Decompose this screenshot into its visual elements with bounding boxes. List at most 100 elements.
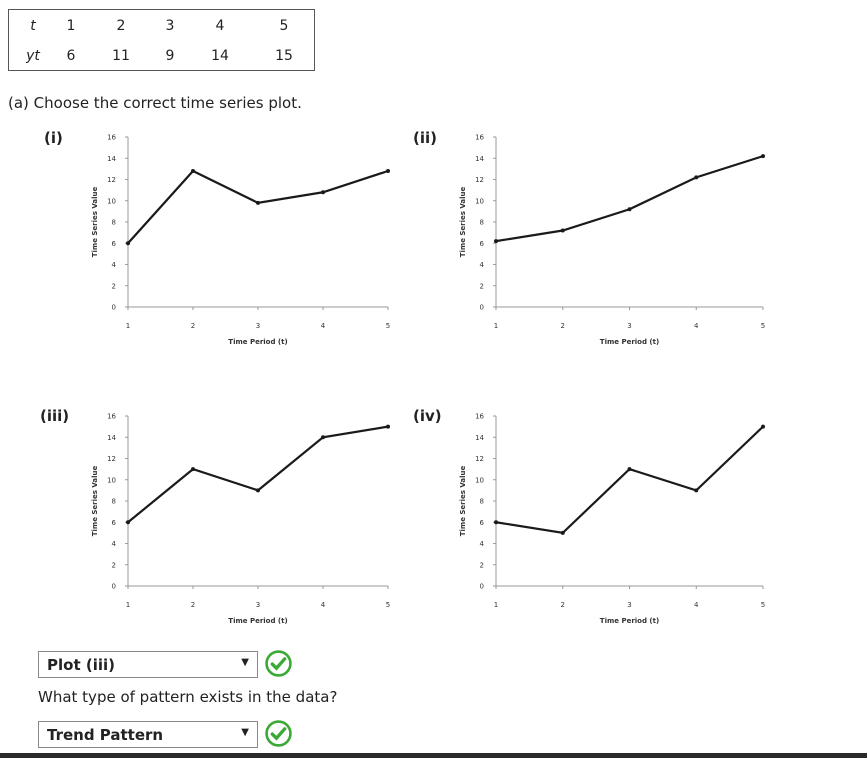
x-tick-label: 3 [627, 322, 631, 330]
pattern-select[interactable]: Trend Pattern ▼ [38, 721, 258, 748]
y-axis-title: Time Series Value [459, 465, 467, 536]
y-tick-label: 10 [107, 197, 116, 205]
t-cell: 2 [116, 18, 126, 34]
data-point [694, 175, 699, 180]
series-line [495, 155, 764, 243]
x-tick-label: 4 [321, 322, 326, 330]
y-tick-label: 6 [480, 519, 485, 527]
y-tick-label: 6 [112, 240, 117, 248]
series-line [495, 425, 764, 535]
x-tick-label: 4 [694, 322, 699, 330]
pattern-select-value: Trend Pattern [47, 726, 164, 744]
y-tick-label: 14 [475, 434, 484, 442]
x-tick-label: 1 [494, 601, 498, 609]
y-tick-label: 10 [475, 476, 484, 484]
y-tick-label: 14 [475, 155, 484, 163]
y-tick-label: 12 [475, 455, 484, 463]
x-tick-label: 2 [191, 601, 195, 609]
y-tick-label: 4 [112, 261, 117, 269]
x-axis-title: Time Period (t) [228, 617, 287, 625]
bottom-bar [0, 753, 867, 758]
data-point [560, 530, 565, 535]
x-tick-label: 4 [694, 601, 699, 609]
yt-cell: 15 [275, 48, 293, 64]
x-tick-label: 5 [761, 601, 765, 609]
plot-select[interactable]: Plot (iii) ▼ [38, 651, 258, 678]
y-tick-label: 2 [480, 282, 484, 290]
y-tick-label: 16 [475, 413, 484, 421]
y-tick-label: 8 [480, 498, 484, 506]
x-tick-label: 1 [126, 322, 130, 330]
y-tick-label: 16 [475, 134, 484, 142]
plot-select-value: Plot (iii) [47, 656, 115, 674]
y-tick-label: 0 [112, 583, 116, 591]
x-axis-title: Time Period (t) [600, 338, 659, 346]
y-tick-label: 12 [475, 176, 484, 184]
x-tick-label: 5 [761, 322, 765, 330]
row-label-t: t [30, 18, 36, 34]
check-icon [265, 720, 292, 747]
x-tick-label: 2 [561, 322, 565, 330]
data-point [761, 424, 765, 429]
y-axis-title: Time Series Value [91, 186, 99, 257]
y-tick-label: 14 [107, 434, 116, 442]
data-point [761, 154, 765, 159]
y-axis-title: Time Series Value [459, 186, 467, 257]
y-tick-label: 12 [107, 176, 116, 184]
x-tick-label: 2 [191, 322, 195, 330]
yt-cell: 6 [66, 48, 76, 64]
x-tick-label: 2 [561, 601, 565, 609]
question-a: (a) Choose the correct time series plot. [8, 94, 302, 112]
y-tick-label: 2 [112, 282, 116, 290]
plot-label: (iv) [413, 407, 442, 425]
data-point [494, 520, 498, 525]
data-point [321, 190, 325, 195]
data-point [386, 169, 390, 173]
y-tick-label: 2 [480, 561, 484, 569]
y-tick-label: 4 [112, 540, 117, 548]
x-tick-label: 1 [126, 601, 130, 609]
y-tick-label: 8 [112, 219, 116, 227]
x-tick-label: 3 [256, 601, 260, 609]
y-tick-label: 4 [480, 540, 485, 548]
y-tick-label: 6 [480, 240, 485, 248]
y-tick-label: 8 [480, 219, 484, 227]
t-cell: 3 [165, 18, 175, 34]
data-point [191, 169, 195, 173]
data-point [321, 435, 325, 440]
data-point [256, 488, 260, 493]
x-tick-label: 3 [256, 322, 260, 330]
x-tick-label: 5 [386, 601, 390, 609]
data-point [627, 467, 632, 472]
data-point [191, 467, 195, 472]
data-point [256, 200, 260, 205]
x-axis-title: Time Period (t) [600, 617, 659, 625]
y-tick-label: 10 [475, 197, 484, 205]
y-tick-label: 10 [107, 476, 116, 484]
yt-cell: 14 [211, 48, 229, 64]
data-point [126, 520, 130, 525]
yt-cell: 9 [165, 48, 175, 64]
data-point [386, 424, 390, 429]
data-point [627, 207, 632, 212]
row-label-yt: yt [26, 48, 40, 64]
t-cell: 1 [66, 18, 76, 34]
plot-label: (iii) [40, 407, 70, 425]
y-tick-label: 8 [112, 498, 116, 506]
y-tick-label: 0 [480, 583, 484, 591]
data-point [694, 488, 699, 493]
y-tick-label: 16 [107, 413, 116, 421]
y-axis-title: Time Series Value [91, 465, 99, 536]
plot-label: (ii) [413, 129, 437, 147]
data-point [560, 228, 565, 233]
x-tick-label: 4 [321, 601, 326, 609]
y-tick-label: 2 [112, 561, 116, 569]
check-icon [265, 650, 292, 677]
question-b: What type of pattern exists in the data? [38, 688, 338, 706]
t-cell: 5 [279, 18, 289, 34]
series-line [127, 425, 389, 524]
